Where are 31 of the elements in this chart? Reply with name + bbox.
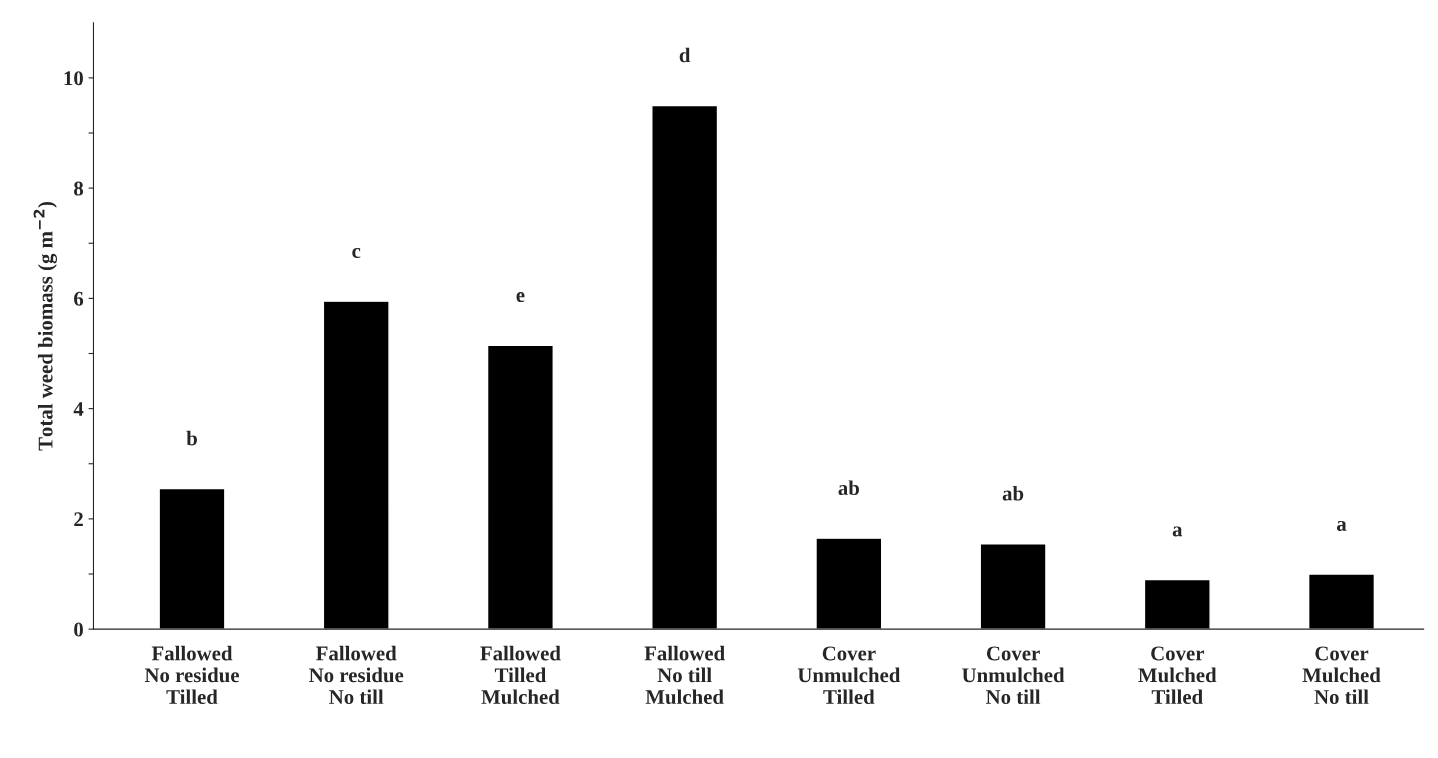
data-label: d [679, 47, 691, 63]
bar [979, 542, 1047, 630]
data-label: ab [1002, 485, 1024, 501]
bar [158, 487, 226, 630]
data-label: a [1172, 526, 1183, 537]
bar [651, 104, 719, 630]
x-tick-label: Cover Unmulched Tilled [797, 646, 901, 705]
x-tick-label: Fallowed No residue Tilled [144, 645, 240, 705]
y-axis-title: Total weed biomass (g m$^{−2}$) [33, 201, 58, 451]
bar [1307, 573, 1376, 630]
x-tick-label: Cover Mulched Tilled [1138, 646, 1217, 705]
data-label: b [186, 430, 197, 446]
x-tick-label: Fallowed No till Mulched [644, 645, 725, 705]
bar [1143, 578, 1211, 630]
y-tick-label: 10 [64, 71, 83, 86]
data-label: ab [838, 480, 860, 496]
y-tick-label: 0 [74, 622, 83, 637]
y-tick-label: 4 [73, 402, 84, 416]
x-tick-label: Cover Mulched No till [1302, 646, 1381, 705]
data-label: e [516, 292, 525, 303]
data-label: a [1336, 520, 1347, 531]
x-tick-label: Fallowed No residue No till [309, 645, 404, 705]
x-tick-label: Cover Unmulched No till [962, 646, 1065, 705]
data-label: c [352, 247, 361, 258]
y-tick-label: 8 [74, 181, 84, 196]
x-tick-label: Fallowed Tilled Mulched [480, 645, 561, 705]
bar [815, 537, 883, 630]
y-tick-label: 6 [74, 291, 84, 306]
bar [322, 300, 390, 630]
bar [486, 344, 554, 630]
y-tick-label: 2 [74, 512, 83, 527]
